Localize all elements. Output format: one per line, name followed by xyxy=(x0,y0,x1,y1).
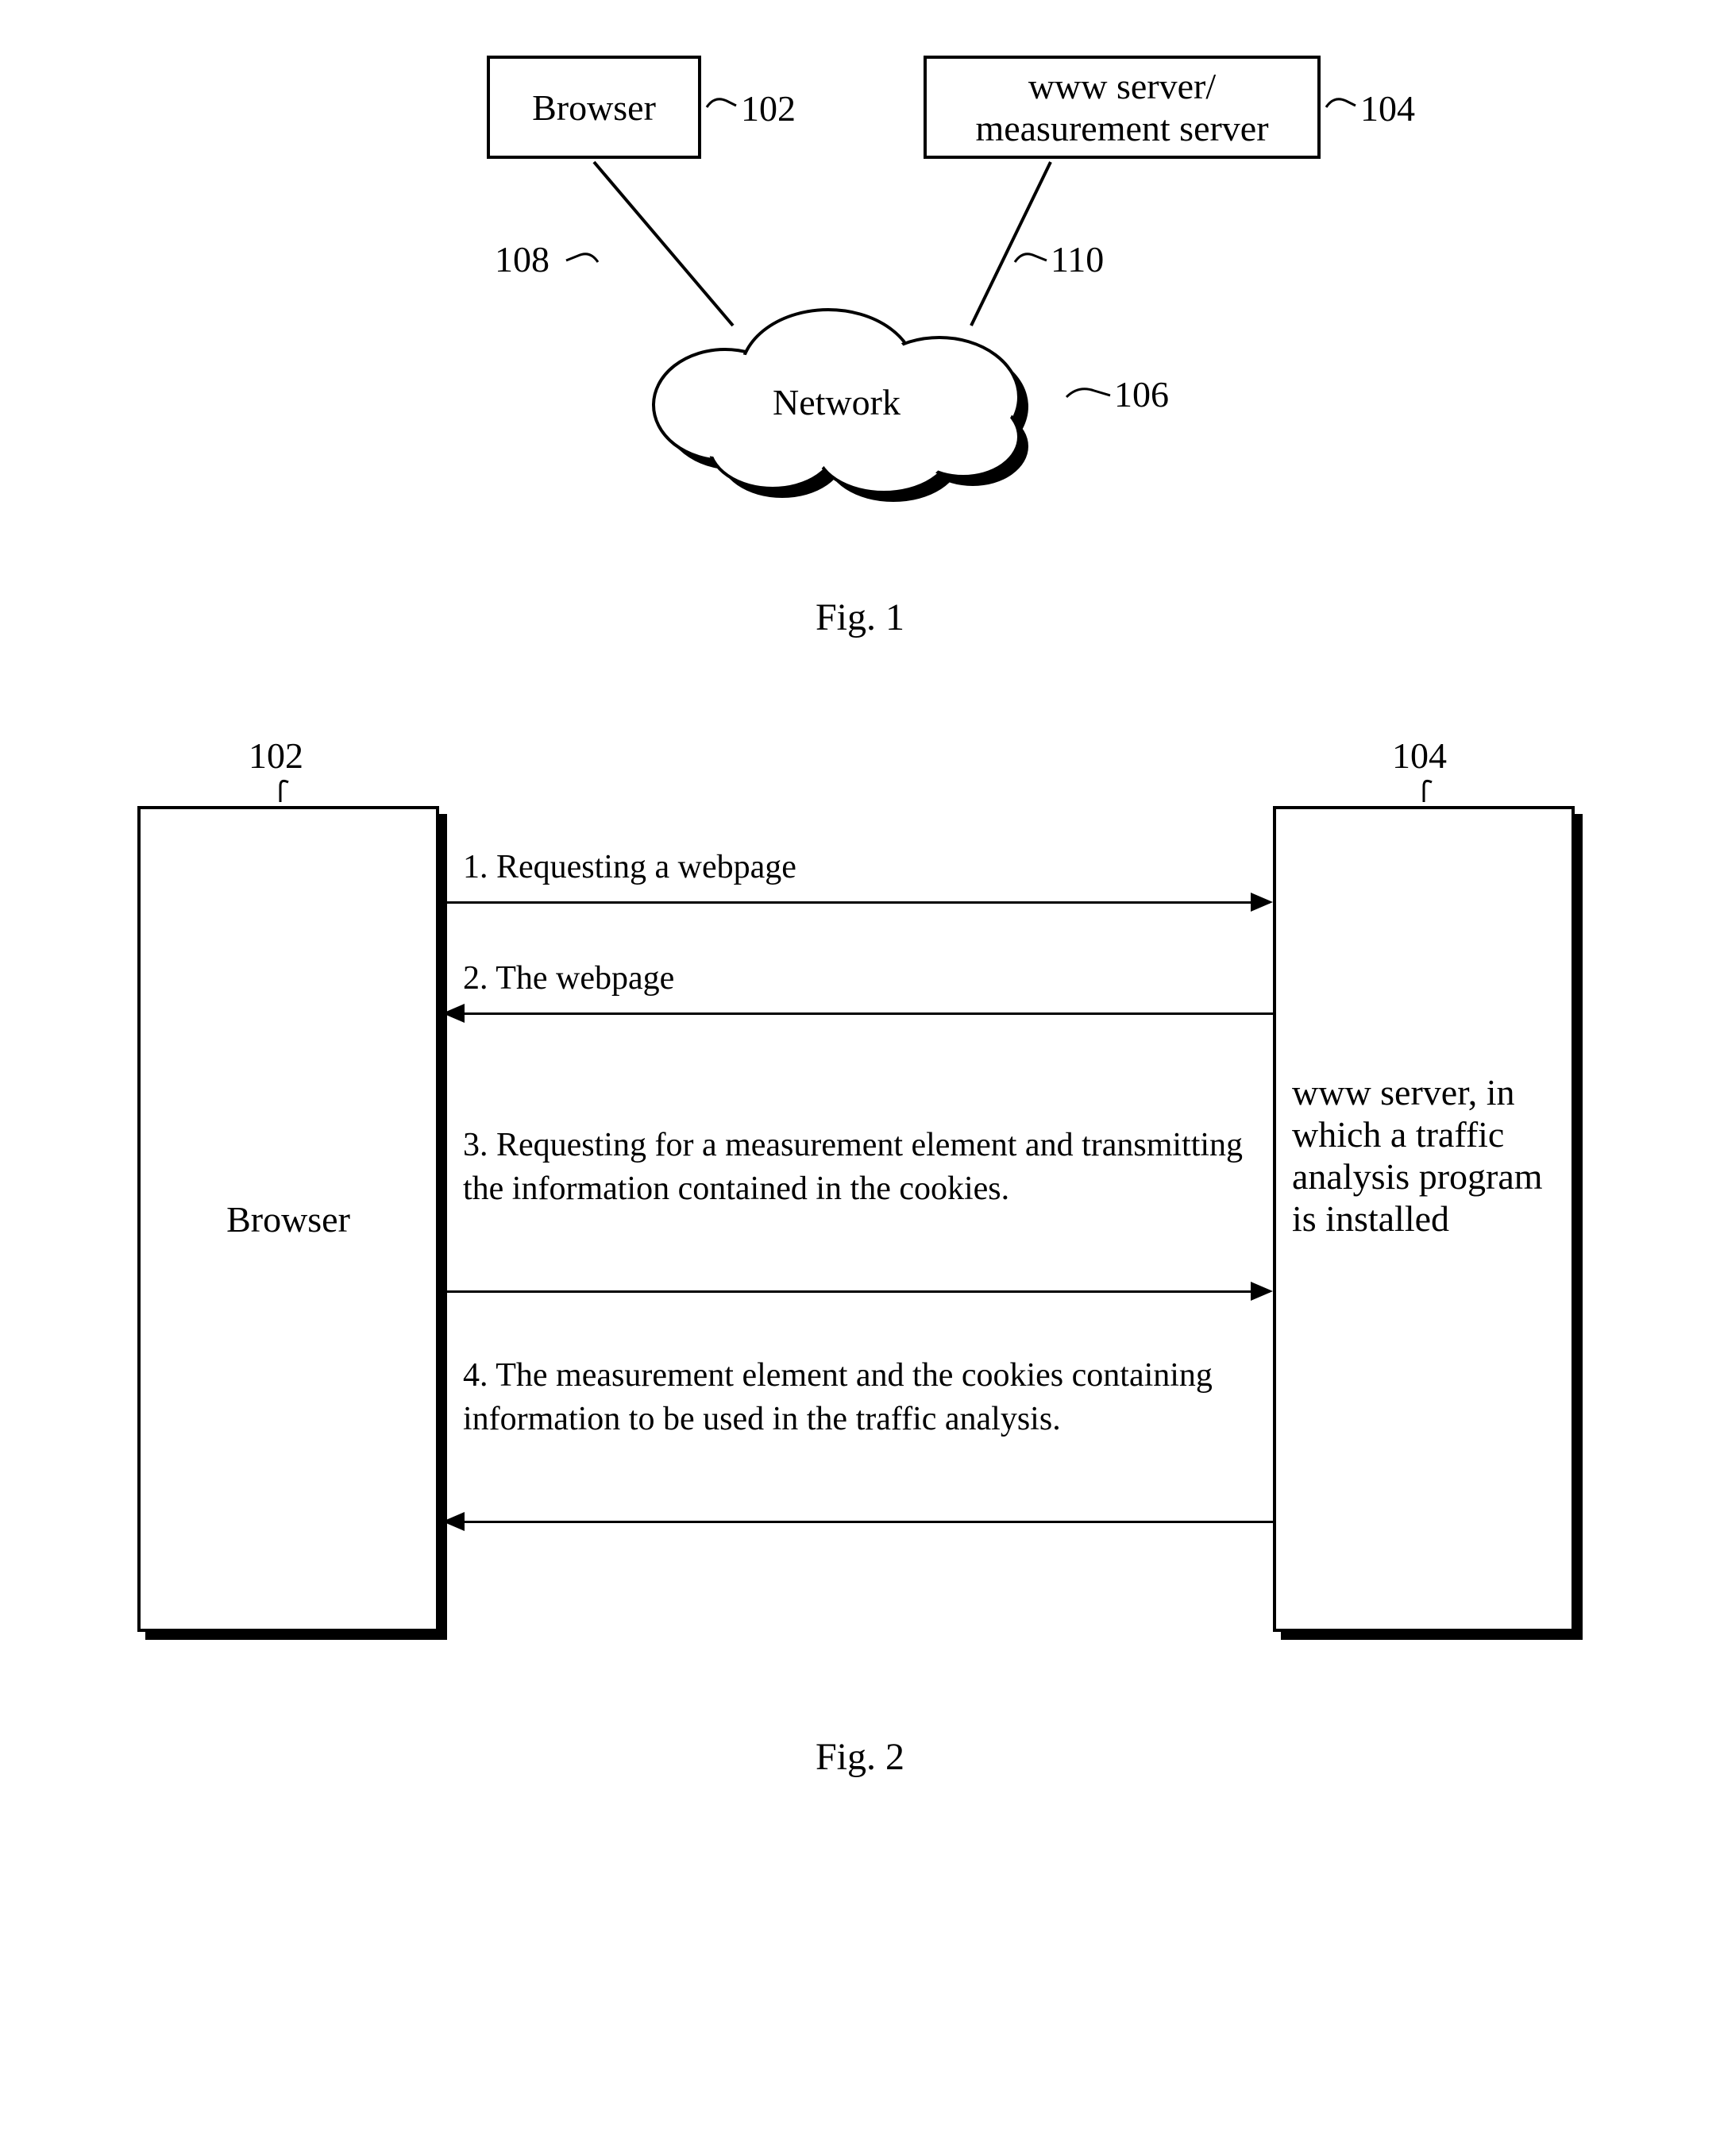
browser-tall-box: Browser xyxy=(137,806,439,1632)
hook-icon xyxy=(558,246,606,278)
hook-icon xyxy=(1062,381,1118,413)
browser-ref: 102 xyxy=(741,87,796,129)
msg-3-num: 3. xyxy=(463,1127,488,1163)
msg-4-num: 4. xyxy=(463,1357,488,1394)
msg-4: 4. The measurement element and the cooki… xyxy=(463,1354,1257,1441)
msg-2: 2. The webpage xyxy=(463,957,674,1001)
arrow-left-icon xyxy=(442,1512,465,1531)
hook-icon xyxy=(703,91,742,123)
conn-left-ref: 108 xyxy=(495,238,550,280)
arrow-3-line xyxy=(442,1290,1270,1293)
msg-2-num: 2. xyxy=(463,960,488,997)
browser-label-2: Browser xyxy=(226,1198,350,1240)
arrow-2-line xyxy=(445,1012,1273,1015)
ref-tick-icon xyxy=(272,774,296,806)
server-ref-top: 104 xyxy=(1392,735,1447,777)
fig1-caption: Fig. 1 xyxy=(32,596,1688,639)
arrow-right-icon xyxy=(1251,1282,1273,1301)
server-ref: 104 xyxy=(1360,87,1415,129)
fig2-canvas: 102 104 Browser www server, in which a t… xyxy=(106,735,1614,1687)
server-label: www server/ measurement server xyxy=(975,65,1268,149)
network-ref: 106 xyxy=(1114,373,1169,415)
browser-label: Browser xyxy=(532,87,656,129)
figure-1: Browser 102 www server/ measurement serv… xyxy=(32,32,1688,639)
conn-right-ref: 110 xyxy=(1051,238,1104,280)
msg-3: 3. Requesting for a measurement element … xyxy=(463,1124,1257,1210)
hook-icon xyxy=(1011,246,1059,278)
arrow-right-icon xyxy=(1251,893,1273,912)
msg-2-text: The webpage xyxy=(496,960,674,997)
network-label: Network xyxy=(773,381,900,423)
arrow-left-icon xyxy=(442,1004,465,1023)
msg-1-text: Requesting a webpage xyxy=(496,849,796,885)
fig1-canvas: Browser 102 www server/ measurement serv… xyxy=(264,32,1456,548)
browser-ref-top: 102 xyxy=(249,735,303,777)
msg-1-num: 1. xyxy=(463,849,488,885)
fig2-caption: Fig. 2 xyxy=(32,1735,1688,1779)
msg-4-text: The measurement element and the cookies … xyxy=(463,1357,1213,1437)
ref-tick-icon xyxy=(1416,774,1440,806)
server-box: www server/ measurement server xyxy=(924,56,1321,159)
figure-2: 102 104 Browser www server, in which a t… xyxy=(32,735,1688,1779)
arrow-1-line xyxy=(442,901,1270,904)
browser-box: Browser xyxy=(487,56,701,159)
server-label-2: www server, in which a traffic analysis … xyxy=(1292,1071,1556,1240)
arrow-4-line xyxy=(445,1521,1273,1523)
msg-3-text: Requesting for a measurement element and… xyxy=(463,1127,1243,1207)
server-tall-box: www server, in which a traffic analysis … xyxy=(1273,806,1575,1632)
hook-icon xyxy=(1322,91,1362,123)
network-cloud: Network xyxy=(614,302,1090,512)
msg-1: 1. Requesting a webpage xyxy=(463,846,796,889)
